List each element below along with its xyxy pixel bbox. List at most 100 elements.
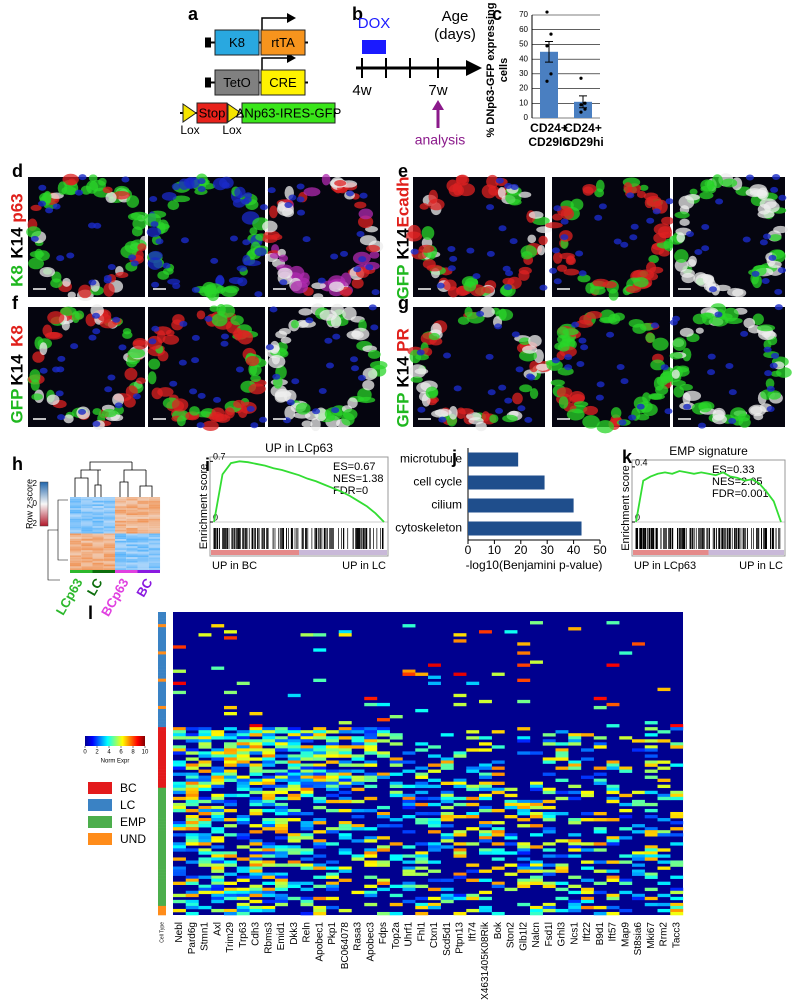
panel-label: l (88, 603, 93, 623)
stain-label: K14 (7, 227, 26, 259)
heatmap-cell (428, 818, 441, 822)
heatmap-cell (466, 842, 480, 846)
heatmap-cell (402, 669, 416, 673)
heatmap-cell (453, 848, 467, 852)
heatmap-cell (466, 796, 480, 801)
heatmap-cell (148, 551, 161, 554)
heatmap-cell (81, 520, 93, 523)
nucleus (128, 254, 137, 261)
heatmap-cell (211, 808, 225, 813)
nucleus (447, 265, 456, 272)
cell (645, 332, 656, 343)
heatmap-cell (173, 645, 186, 649)
heatmap-cell (389, 911, 403, 916)
heatmap-cell (326, 772, 339, 776)
heatmap-cell (593, 842, 607, 846)
heatmap-cell (415, 672, 429, 676)
heatmap-cell (326, 784, 339, 789)
heatmap-cell (657, 766, 671, 770)
cell (748, 404, 767, 417)
cell (410, 376, 423, 383)
cell (458, 408, 474, 415)
heatmap-cell (504, 851, 518, 855)
cell (575, 319, 594, 328)
heatmap-cell (326, 896, 339, 901)
heatmap-cell (236, 902, 250, 907)
heatmap-cell (173, 781, 186, 786)
heatmap-cell (530, 802, 543, 807)
cell (528, 335, 542, 347)
heatmap-cell (581, 793, 594, 798)
heatmap-cell (185, 763, 199, 767)
heatmap-cell (92, 498, 104, 501)
heatmap-cell (479, 775, 492, 779)
heatmap-cell (440, 836, 454, 840)
heatmap-cell (568, 736, 582, 740)
heatmap-cell (126, 504, 138, 507)
heatmap-cell (504, 802, 518, 807)
cell-type-strip (158, 833, 166, 837)
heatmap-cell (249, 727, 263, 731)
heatmap-cell (453, 754, 467, 758)
heatmap-cell (137, 507, 149, 510)
nucleus (774, 304, 783, 311)
heatmap-cell (504, 799, 518, 804)
nucleus (180, 237, 189, 244)
heatmap-cell (70, 498, 82, 501)
heatmap-cell (479, 869, 492, 873)
cell (752, 313, 764, 326)
cell (57, 181, 68, 195)
heatmap-cell (173, 899, 186, 904)
heatmap-cell (606, 760, 620, 764)
heatmap-cell (389, 893, 403, 898)
heatmap-cell (224, 802, 237, 807)
data-point (579, 76, 583, 80)
cell (558, 396, 569, 409)
y-tick-label: 10 (519, 98, 528, 107)
cell (577, 274, 591, 283)
heatmap-cell (236, 869, 250, 873)
heatmap-cell (364, 851, 378, 855)
heatmap-cell (351, 857, 365, 861)
nucleus (169, 380, 178, 387)
heatmap-cell (377, 739, 390, 743)
gene-label: Stmn1 (200, 922, 211, 951)
heatmap-cell (173, 730, 186, 734)
heatmap-cell (275, 836, 288, 840)
heatmap-cell (224, 881, 237, 885)
heatmap-cell (211, 796, 225, 801)
heatmap-cell (657, 760, 671, 764)
nucleus (630, 223, 639, 230)
heatmap-cell (338, 736, 352, 740)
heatmap-cell (581, 887, 594, 892)
heatmap-cell (185, 818, 199, 822)
heatmap-cell (224, 705, 237, 710)
heatmap-cell (479, 742, 492, 746)
nucleus (259, 416, 268, 423)
heatmap-cell (517, 699, 531, 704)
cell (99, 320, 117, 329)
cell-type-strip (158, 672, 166, 676)
cell (284, 405, 296, 420)
heatmap-cell (581, 790, 594, 795)
heatmap-cell (542, 908, 556, 913)
cell (538, 235, 548, 246)
cell-type-strip (158, 657, 166, 661)
heatmap-cell (70, 562, 82, 565)
heatmap-cell (115, 540, 127, 543)
heatmap-cell (211, 860, 225, 864)
lox-site (182, 103, 197, 123)
heatmap-cell (262, 760, 276, 764)
construct-label: CRE (269, 75, 297, 90)
heatmap-cell (555, 863, 569, 867)
cell (689, 188, 698, 195)
cell (313, 293, 324, 300)
heatmap-cell (198, 745, 212, 749)
cell (556, 264, 568, 272)
heatmap-cell (103, 546, 116, 549)
heatmap-cell (300, 836, 314, 840)
heatmap-cell (338, 808, 352, 813)
heatmap-cell (568, 875, 582, 879)
heatmap-cell (262, 899, 276, 904)
cell-type-strip (158, 911, 166, 916)
